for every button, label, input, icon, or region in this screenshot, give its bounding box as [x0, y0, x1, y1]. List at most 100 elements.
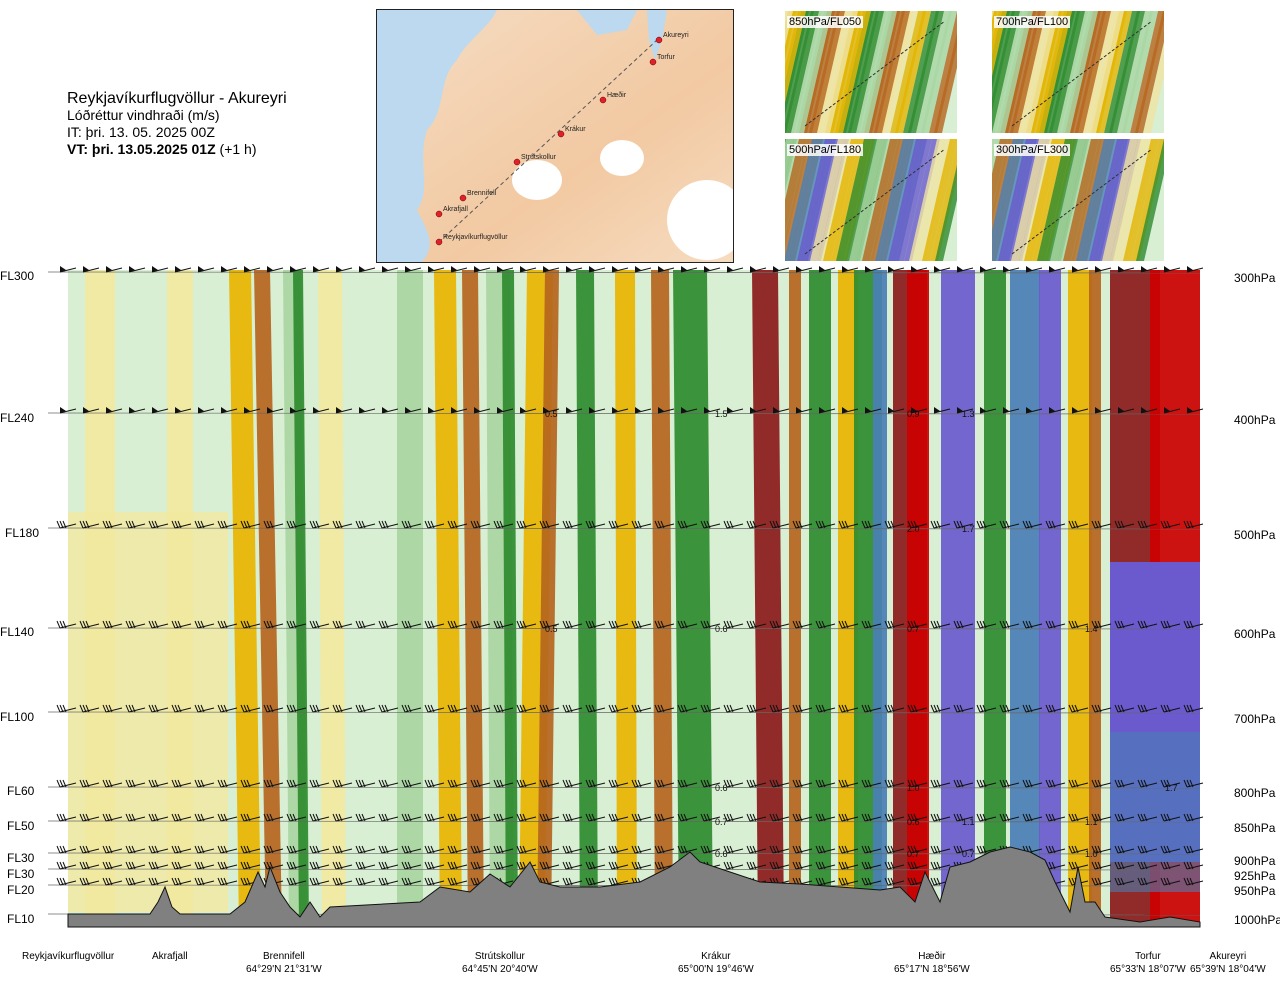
- wind-barb: [381, 407, 399, 414]
- map-point[interactable]: Brennifell: [459, 190, 497, 202]
- wind-barb: [378, 704, 399, 713]
- wind-barb: [1094, 266, 1112, 273]
- value-annotation: 1.1: [962, 817, 975, 827]
- wind-barb: [1091, 779, 1112, 788]
- wind-barb: [378, 520, 399, 529]
- wind-barb: [608, 620, 629, 629]
- wind-barb: [1091, 520, 1112, 529]
- wind-band: [318, 270, 346, 927]
- wind-barb: [631, 845, 652, 854]
- wind-barb: [861, 620, 882, 629]
- wind-barb: [335, 266, 353, 273]
- route-map-graphic: Akureyri Torfur Hæðir Krákur Strútskollur Bre…: [377, 10, 733, 262]
- wind-barb: [861, 704, 882, 713]
- wind-barb: [861, 520, 882, 529]
- wind-barb: [1186, 266, 1204, 273]
- wind-band: [293, 270, 309, 927]
- wind-barb: [746, 861, 767, 870]
- level-line: [47, 820, 1201, 823]
- wind-barb: [680, 407, 698, 414]
- wind-barb: [654, 845, 675, 854]
- thumb-850[interactable]: 850hPa/FL050: [785, 11, 957, 133]
- wind-barb: [79, 813, 100, 822]
- wind-barb: [197, 407, 215, 414]
- wind-barb: [585, 877, 606, 886]
- wind-barb: [608, 779, 629, 788]
- wind-band: [984, 270, 1006, 927]
- value-annotation: 0.5: [545, 409, 558, 419]
- wind-barb: [447, 861, 468, 870]
- wind-barb: [999, 620, 1020, 629]
- location-coord: 64°29'N 21°31'W: [246, 964, 322, 975]
- wind-barb: [769, 620, 790, 629]
- wind-barb: [1045, 845, 1066, 854]
- wind-barb: [1091, 845, 1112, 854]
- wind-barb: [171, 704, 192, 713]
- wind-barb: [56, 620, 77, 629]
- wind-barb: [286, 520, 307, 529]
- map-point[interactable]: Akureyri: [655, 32, 689, 44]
- wind-barb: [953, 779, 974, 788]
- wind-barb: [266, 266, 284, 273]
- wind-barb: [1140, 407, 1158, 414]
- wind-barb: [1114, 520, 1135, 529]
- wind-barb: [470, 845, 491, 854]
- wind-barb: [1160, 704, 1181, 713]
- wind-barb: [309, 620, 330, 629]
- wind-barb: [312, 266, 330, 273]
- wind-band: [789, 270, 801, 927]
- wind-barb: [217, 520, 238, 529]
- wind-band: [615, 270, 637, 927]
- location-label: Brennifell 64°29'N 21°31'W: [246, 950, 322, 976]
- wind-barb: [148, 620, 169, 629]
- map-point[interactable]: Torfur: [649, 54, 676, 66]
- wind-barb: [562, 704, 583, 713]
- fl-label: FL30: [7, 867, 35, 881]
- level-line: [47, 711, 1201, 714]
- wind-barb: [473, 407, 491, 414]
- wind-barb: [286, 861, 307, 870]
- map-point[interactable]: Akrafjall: [435, 206, 468, 218]
- wind-barb: [608, 813, 629, 822]
- wind-barb: [999, 704, 1020, 713]
- wind-barb: [976, 845, 997, 854]
- thumb-300-graphic: [992, 139, 1164, 261]
- wind-barb: [171, 845, 192, 854]
- value-annotation: 0.7: [907, 624, 920, 634]
- wind-barb: [1068, 845, 1089, 854]
- wind-barb: [519, 266, 537, 273]
- wind-barb: [1137, 520, 1158, 529]
- map-point[interactable]: Reykjavíkurflugvöllur: [435, 234, 508, 246]
- wind-barb: [217, 813, 238, 822]
- wind-barb: [56, 704, 77, 713]
- wind-barb: [864, 266, 882, 273]
- thumb-500[interactable]: 500hPa/FL180: [785, 139, 957, 261]
- location-name: Torfur: [1135, 951, 1161, 962]
- wind-barb: [286, 620, 307, 629]
- wind-barb: [194, 779, 215, 788]
- wind-barb: [332, 861, 353, 870]
- wind-band: [941, 270, 975, 927]
- wind-barb: [79, 520, 100, 529]
- map-point[interactable]: Krákur: [557, 126, 586, 138]
- wind-barb: [378, 813, 399, 822]
- route-map[interactable]: Akureyri Torfur Hæðir Krákur Strútskollur Bre…: [376, 9, 734, 263]
- wind-barb: [608, 861, 629, 870]
- thumb-300[interactable]: 300hPa/FL300: [992, 139, 1164, 261]
- wind-barb: [355, 520, 376, 529]
- wind-barb: [102, 813, 123, 822]
- fl-label: FL60: [7, 784, 35, 798]
- wind-barb: [884, 877, 905, 886]
- level-line: [47, 271, 1201, 274]
- wind-band: [537, 270, 559, 927]
- thumb-700[interactable]: 700hPa/FL100: [992, 11, 1164, 133]
- map-point[interactable]: Hæðir: [599, 91, 627, 104]
- wind-barb: [654, 861, 675, 870]
- wind-barb: [769, 845, 790, 854]
- level-line: [47, 627, 1201, 630]
- wind-barb: [539, 704, 560, 713]
- wind-barb: [447, 704, 468, 713]
- map-point[interactable]: Strútskollur: [513, 154, 557, 166]
- wind-barb: [634, 407, 652, 414]
- wind-barb: [148, 520, 169, 529]
